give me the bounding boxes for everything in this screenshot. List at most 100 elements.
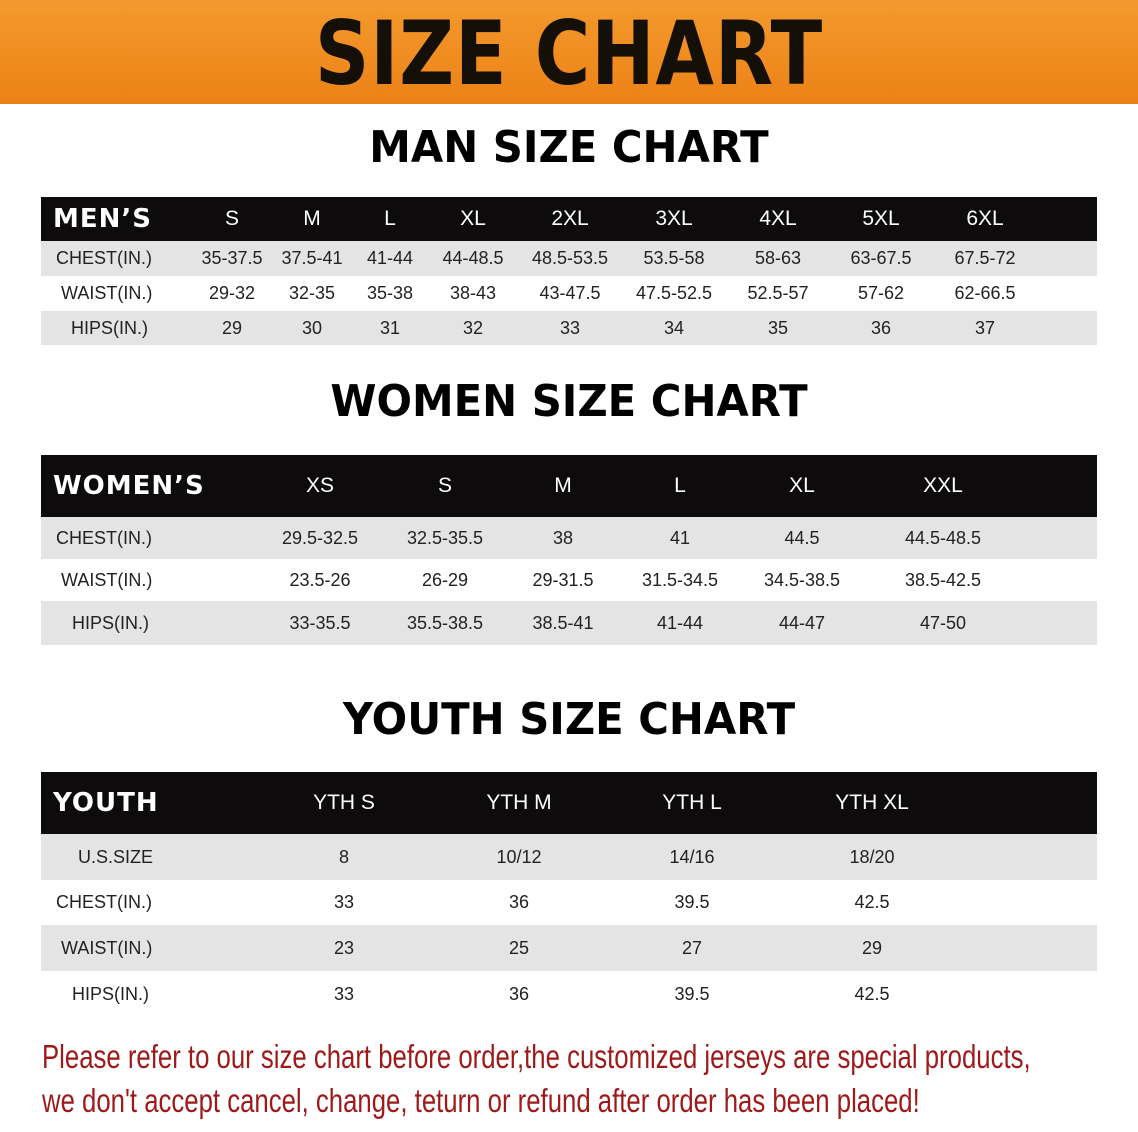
table-row: HIPS(IN.) 33-35.5 35.5-38.5 38.5-41 41-44 44-… bbox=[41, 601, 1097, 645]
table-cell: 29 bbox=[861, 937, 883, 958]
size-header-cell: XL bbox=[460, 207, 486, 230]
row-label: CHEST(IN.) bbox=[56, 527, 152, 548]
table-cell: 44.5-48.5 bbox=[904, 527, 982, 548]
table-cell: 47-50 bbox=[919, 612, 967, 633]
table-cell: 38.5-42.5 bbox=[904, 569, 982, 590]
table-cell: 18/20 bbox=[849, 846, 895, 867]
table-cell: 10/12 bbox=[496, 846, 542, 867]
women-header-label: WOMEN’S bbox=[53, 471, 205, 501]
table-cell: 27 bbox=[681, 937, 703, 958]
table-cell: 36 bbox=[508, 892, 530, 912]
size-header-cell: L bbox=[384, 207, 396, 230]
size-header-cell: XL bbox=[789, 474, 815, 497]
men-header-label: MEN’S bbox=[53, 204, 152, 234]
table-cell: 42.5 bbox=[854, 983, 890, 1004]
size-header-cell: M bbox=[554, 474, 572, 497]
size-header-cell: YTH S bbox=[313, 791, 375, 814]
table-cell: 58-63 bbox=[754, 248, 802, 268]
table-cell: 41-44 bbox=[656, 612, 704, 633]
table-cell: 33 bbox=[333, 983, 355, 1004]
youth-header-label: YOUTH bbox=[53, 788, 159, 818]
notice-line-1: Please refer to our size chart before or… bbox=[42, 1038, 1031, 1075]
table-cell: 42.5 bbox=[854, 892, 890, 912]
table-cell: 44-47 bbox=[778, 612, 826, 633]
table-row: HIPS(IN.) 33 36 39.5 42.5 bbox=[41, 971, 1097, 1017]
table-cell: 29.5-32.5 bbox=[281, 527, 359, 548]
table-cell: 29-32 bbox=[208, 283, 256, 303]
table-cell: 35.5-38.5 bbox=[406, 612, 484, 633]
size-header-cell: YTH M bbox=[486, 791, 552, 814]
table-row: CHEST(IN.) 33 36 39.5 42.5 bbox=[41, 880, 1097, 925]
row-label: CHEST(IN.) bbox=[56, 248, 152, 268]
size-header-cell: S bbox=[437, 474, 453, 497]
table-cell: 23.5-26 bbox=[289, 569, 351, 590]
table-cell: 37 bbox=[974, 317, 996, 338]
table-cell: 33-35.5 bbox=[289, 612, 351, 633]
table-cell: 33 bbox=[333, 892, 355, 912]
table-cell: 14/16 bbox=[669, 846, 715, 867]
table-cell: 39.5 bbox=[674, 983, 710, 1004]
row-label: CHEST(IN.) bbox=[56, 892, 152, 912]
women-header-row: WOMEN’S XS S M L XL XXL bbox=[41, 455, 1097, 517]
table-cell: 31.5-34.5 bbox=[641, 569, 719, 590]
table-cell: 34.5-38.5 bbox=[763, 569, 841, 590]
size-header-cell: M bbox=[303, 207, 321, 230]
table-row: WAIST(IN.) 29-32 32-35 35-38 38-43 43-47.5 47.… bbox=[41, 276, 1097, 311]
banner-title: SIZE CHART bbox=[314, 2, 824, 105]
youth-section-title: YOUTH SIZE CHART bbox=[342, 694, 796, 745]
size-header-cell: 4XL bbox=[759, 207, 797, 230]
table-cell: 41 bbox=[669, 527, 691, 548]
table-cell: 36 bbox=[870, 317, 892, 338]
table-cell: 41-44 bbox=[366, 248, 414, 268]
table-cell: 29 bbox=[221, 317, 243, 338]
size-header-cell: 3XL bbox=[655, 207, 693, 230]
row-label: U.S.SIZE bbox=[78, 846, 154, 867]
notice-line-2: we don't accept cancel, change, teturn o… bbox=[42, 1082, 920, 1119]
table-row: CHEST(IN.) 35-37.5 37.5-41 41-44 44-48.5 48.5… bbox=[41, 241, 1097, 276]
row-label: HIPS(IN.) bbox=[71, 317, 149, 338]
women-section-title: WOMEN SIZE CHART bbox=[330, 376, 808, 427]
table-cell: 29-31.5 bbox=[532, 569, 594, 590]
size-header-cell: XS bbox=[305, 474, 335, 497]
table-cell: 36 bbox=[508, 983, 530, 1004]
row-label: HIPS(IN.) bbox=[72, 983, 150, 1004]
table-cell: 62-66.5 bbox=[954, 283, 1016, 303]
youth-header-row: YOUTH YTH S YTH M YTH L YTH XL bbox=[41, 772, 1097, 834]
size-header-cell: YTH XL bbox=[835, 791, 909, 814]
men-header-row: MEN’S S M L XL 2XL 3XL 4XL 5XL 6XL bbox=[41, 197, 1097, 241]
table-row: WAIST(IN.) 23.5-26 26-29 29-31.5 31.5-34.5 34… bbox=[41, 559, 1097, 601]
table-cell: 48.5-53.5 bbox=[531, 248, 609, 268]
table-row: HIPS(IN.) 29 30 31 32 33 34 35 36 37 bbox=[41, 311, 1097, 345]
row-label: WAIST(IN.) bbox=[61, 937, 153, 958]
size-header-cell: XXL bbox=[923, 474, 963, 497]
table-cell: 44.5 bbox=[784, 527, 820, 548]
row-label: HIPS(IN.) bbox=[72, 612, 150, 633]
table-cell: 35-38 bbox=[366, 283, 414, 303]
table-cell: 30 bbox=[301, 317, 323, 338]
table-row: CHEST(IN.) 29.5-32.5 32.5-35.5 38 41 44.5 44.5… bbox=[41, 517, 1097, 559]
table-cell: 33 bbox=[559, 317, 581, 338]
table-row: WAIST(IN.) 23 25 27 29 bbox=[41, 925, 1097, 971]
table-cell: 26-29 bbox=[421, 569, 469, 590]
table-cell: 63-67.5 bbox=[850, 248, 912, 268]
size-header-cell: L bbox=[674, 474, 686, 497]
table-cell: 67.5-72 bbox=[954, 248, 1016, 268]
table-cell: 34 bbox=[663, 317, 685, 338]
table-cell: 32-35 bbox=[288, 283, 336, 303]
size-header-cell: 5XL bbox=[862, 207, 900, 230]
table-cell: 38.5-41 bbox=[532, 612, 594, 633]
table-cell: 31 bbox=[379, 317, 401, 338]
table-cell: 35 bbox=[767, 317, 789, 338]
size-header-cell: 2XL bbox=[551, 207, 589, 230]
table-cell: 39.5 bbox=[674, 892, 710, 912]
table-cell: 32 bbox=[462, 317, 484, 338]
table-cell: 25 bbox=[508, 937, 530, 958]
table-row: U.S.SIZE 8 10/12 14/16 18/20 bbox=[41, 834, 1097, 880]
table-cell: 52.5-57 bbox=[747, 283, 809, 303]
row-label: WAIST(IN.) bbox=[61, 569, 153, 590]
table-cell: 32.5-35.5 bbox=[406, 527, 484, 548]
table-cell: 53.5-58 bbox=[643, 248, 705, 268]
table-cell: 57-62 bbox=[857, 283, 905, 303]
size-header-cell: 6XL bbox=[966, 207, 1004, 230]
row-label: WAIST(IN.) bbox=[61, 283, 153, 303]
